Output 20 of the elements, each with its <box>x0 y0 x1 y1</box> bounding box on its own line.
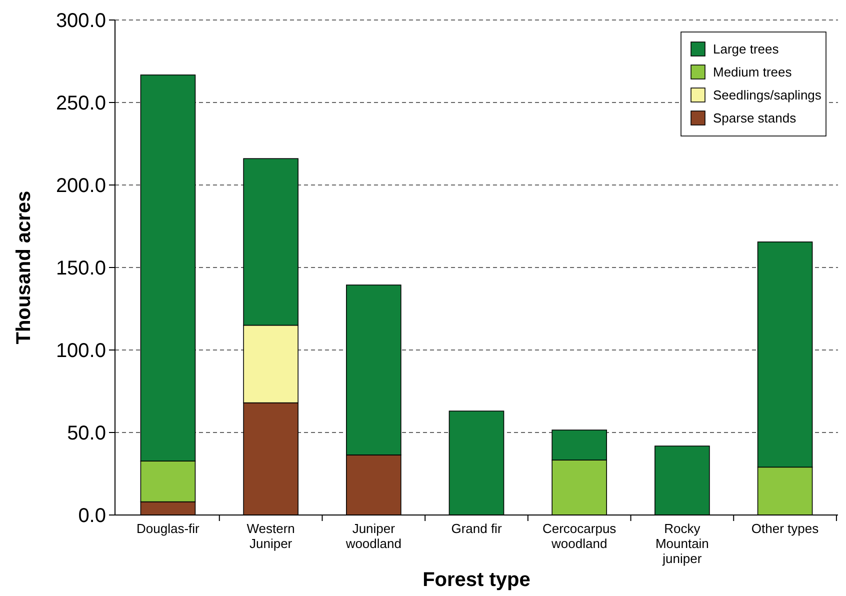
x-tick-label: Other types <box>751 521 820 536</box>
legend-label: Large trees <box>713 42 780 57</box>
x-tick-label: Rocky Mountain juniper <box>655 521 709 566</box>
y-tick-label: 150.0 <box>56 258 106 280</box>
legend-label: Medium trees <box>713 64 792 80</box>
y-tick-label: 0.0 <box>78 505 106 527</box>
y-tick-label: 50.0 <box>67 422 106 444</box>
y-tick-label: 200.0 <box>56 175 106 197</box>
x-tick-label: Douglas-fir <box>136 521 200 536</box>
y-tick-label: 100.0 <box>56 340 106 362</box>
y-axis-title: Thousand acres <box>13 190 35 344</box>
x-tick-label: Western Juniper <box>246 521 295 551</box>
x-tick-label: Grand fir <box>451 521 502 536</box>
x-tick-label: Cercocarpus woodland <box>542 521 617 551</box>
x-axis-title: Forest type <box>422 569 530 591</box>
y-tick-label: 300.0 <box>56 10 106 32</box>
legend-label: Seedlings/saplings <box>713 88 822 103</box>
y-tick-label: 250.0 <box>56 92 106 114</box>
x-tick-label: Juniper woodland <box>344 521 402 551</box>
legend-label: Sparse stands <box>713 110 797 126</box>
